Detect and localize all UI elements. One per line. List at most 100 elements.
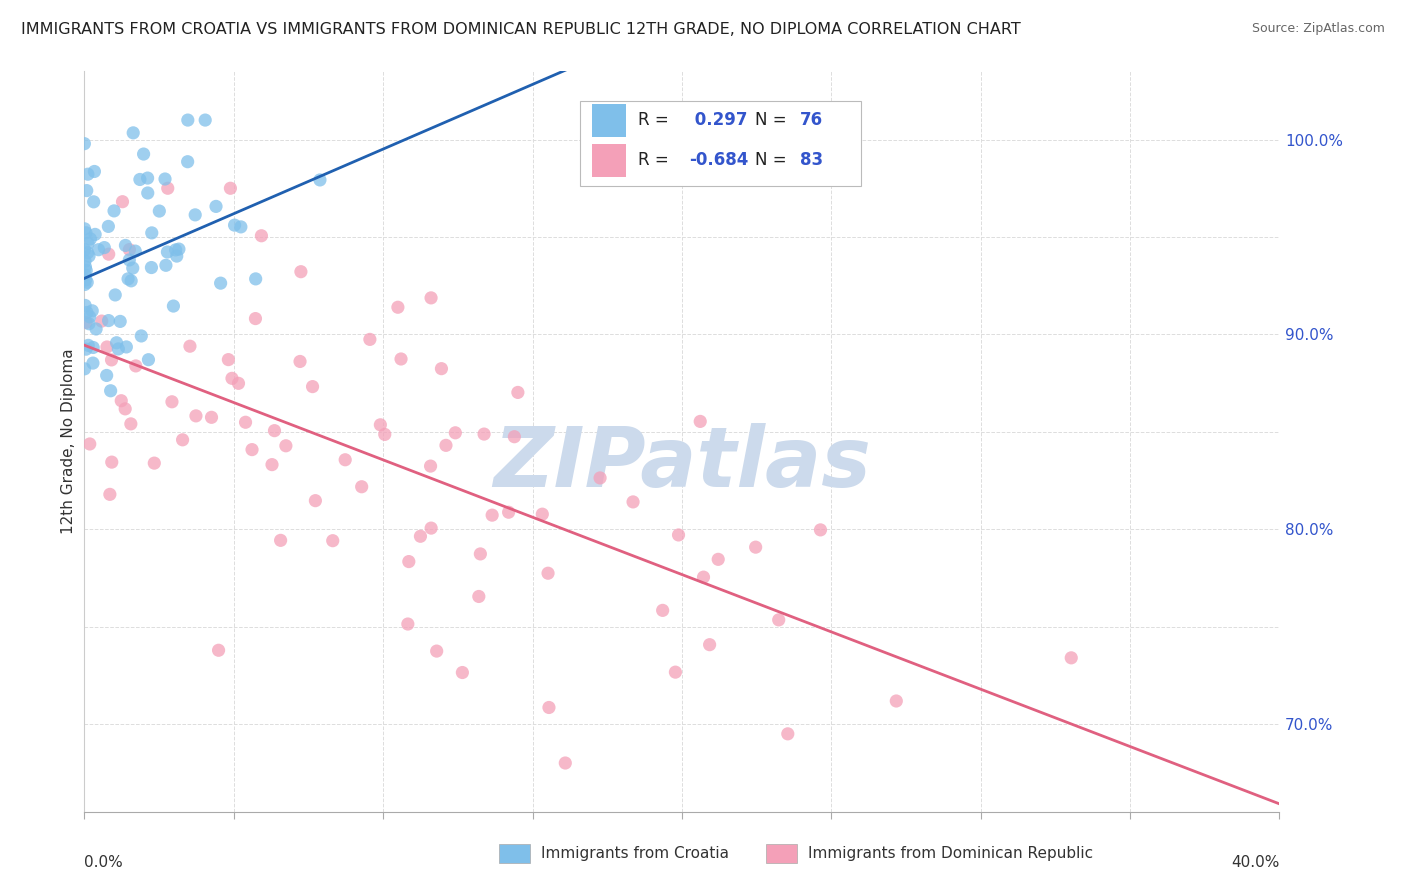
- Text: 40.0%: 40.0%: [1232, 855, 1279, 870]
- Point: [426, 644, 449, 658]
- Point: [73, 361, 96, 376]
- Text: R =: R =: [638, 111, 668, 129]
- Point: [707, 552, 730, 566]
- Point: [76, 245, 98, 260]
- Point: [167, 242, 190, 256]
- Point: [374, 427, 396, 442]
- Point: [156, 245, 179, 260]
- Point: [136, 171, 159, 186]
- Bar: [766, 844, 797, 863]
- Point: [75, 342, 97, 356]
- Point: [274, 439, 297, 453]
- Point: [76, 275, 98, 289]
- Point: [699, 638, 721, 652]
- Point: [73, 136, 96, 151]
- Point: [75, 273, 97, 287]
- Point: [621, 495, 644, 509]
- Point: [93, 241, 115, 255]
- Point: [76, 305, 98, 319]
- Point: [359, 332, 381, 346]
- Point: [322, 533, 344, 548]
- Point: [370, 417, 392, 432]
- Point: [221, 371, 243, 385]
- Point: [240, 442, 263, 457]
- Point: [689, 414, 711, 428]
- Point: [179, 339, 201, 353]
- Point: [419, 459, 441, 474]
- Point: [245, 311, 267, 326]
- Point: [554, 756, 576, 770]
- Point: [148, 204, 170, 219]
- Point: [84, 322, 107, 336]
- Y-axis label: 12th Grade, No Diploma: 12th Grade, No Diploma: [60, 349, 76, 534]
- Point: [82, 303, 104, 318]
- Point: [153, 172, 176, 186]
- Point: [288, 354, 311, 368]
- Point: [77, 317, 100, 331]
- Point: [176, 154, 198, 169]
- Point: [138, 352, 160, 367]
- Point: [651, 603, 673, 617]
- Point: [132, 147, 155, 161]
- Point: [420, 521, 443, 535]
- Point: [97, 247, 120, 261]
- Point: [207, 643, 229, 657]
- Point: [290, 265, 312, 279]
- Point: [75, 226, 97, 240]
- Point: [83, 164, 105, 178]
- Point: [108, 314, 131, 328]
- Point: [121, 261, 143, 276]
- Point: [114, 401, 136, 416]
- Point: [498, 505, 520, 519]
- Point: [73, 243, 96, 257]
- Point: [79, 310, 101, 324]
- Point: [420, 291, 443, 305]
- Point: [409, 529, 432, 543]
- Point: [100, 384, 122, 398]
- Point: [664, 665, 686, 680]
- Point: [75, 315, 97, 329]
- Bar: [499, 844, 530, 863]
- Text: ZIPatlas: ZIPatlas: [494, 423, 870, 504]
- Point: [481, 508, 503, 523]
- Point: [156, 181, 179, 195]
- Point: [98, 487, 121, 501]
- Point: [301, 379, 323, 393]
- Point: [537, 700, 560, 714]
- Point: [668, 528, 690, 542]
- Point: [1060, 650, 1083, 665]
- Point: [810, 523, 832, 537]
- Text: 0.297: 0.297: [689, 111, 748, 129]
- Point: [768, 613, 790, 627]
- Point: [73, 254, 96, 268]
- Point: [118, 252, 141, 267]
- Point: [73, 268, 96, 282]
- Point: [205, 199, 228, 213]
- Point: [96, 340, 118, 354]
- Point: [194, 113, 217, 128]
- Point: [110, 393, 132, 408]
- Point: [77, 236, 100, 251]
- Point: [250, 228, 273, 243]
- Point: [165, 243, 187, 257]
- Point: [245, 272, 267, 286]
- Point: [309, 173, 332, 187]
- Point: [87, 243, 110, 257]
- Point: [124, 244, 146, 259]
- Point: [105, 335, 128, 350]
- Point: [470, 547, 492, 561]
- Point: [141, 226, 163, 240]
- Point: [430, 361, 453, 376]
- Point: [75, 298, 97, 312]
- Point: [77, 338, 100, 352]
- Point: [136, 186, 159, 200]
- Point: [304, 493, 326, 508]
- Point: [79, 232, 101, 246]
- Point: [398, 555, 420, 569]
- Point: [115, 340, 138, 354]
- Point: [82, 356, 104, 370]
- Point: [84, 227, 107, 242]
- Text: Immigrants from Croatia: Immigrants from Croatia: [541, 847, 730, 861]
- Point: [125, 359, 148, 373]
- Point: [434, 438, 457, 452]
